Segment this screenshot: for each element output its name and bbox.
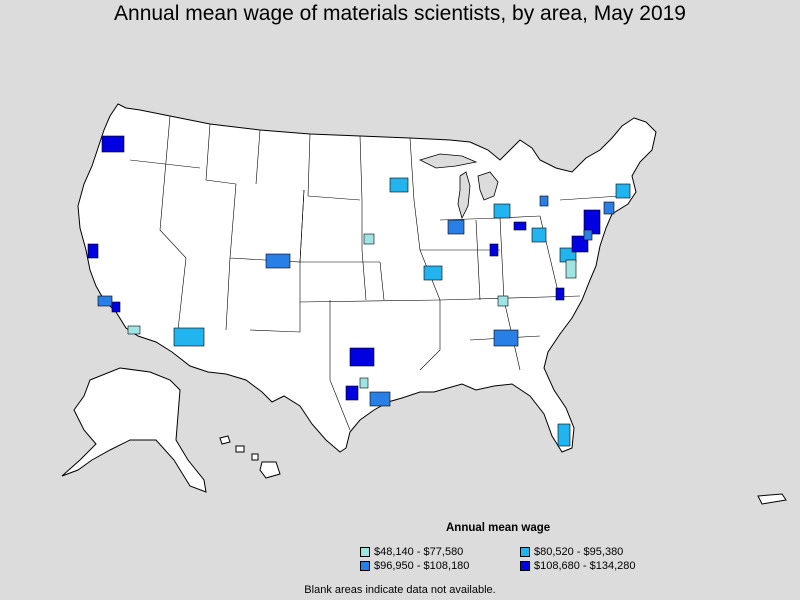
legend: Annual mean wage $48,140 - $77,580 $80,5… [352,518,682,588]
legend-label-tier4: $108,680 - $134,280 [534,560,636,572]
area-sf-bay [87,243,99,259]
area-cleveland [513,221,527,231]
legend-swatch-tier4 [520,561,530,571]
legend-swatch-tier2 [520,547,530,557]
area-chicago [447,219,465,235]
legend-item-tier2: $80,520 - $95,380 [520,546,623,558]
area-austin [345,385,359,401]
legend-label-tier3: $96,950 - $108,180 [374,560,470,572]
legend-label-tier1: $48,140 - $77,580 [374,546,464,558]
lake-huron [477,171,499,201]
area-richmond [565,259,577,279]
area-portland [101,135,125,153]
hawaii [219,435,281,479]
area-ct [603,201,615,215]
legend-item-tier3: $96,950 - $108,180 [360,560,469,572]
area-florida [557,423,571,447]
map-title: Annual mean wage of materials scientists… [114,2,686,25]
area-iowa [363,233,375,245]
area-atlanta [493,329,519,347]
area-denver [265,253,291,269]
legend-swatch-tier3 [360,561,370,571]
data-regions [87,135,631,447]
area-san-diego [127,325,141,335]
area-tx-east [359,377,369,389]
alaska [61,367,207,493]
area-minneapolis [389,177,409,193]
legend-swatch-tier1 [360,547,370,557]
area-raleigh [555,287,565,301]
legend-item-tier4: $108,680 - $134,280 [520,560,636,572]
legend-title: Annual mean wage [446,522,551,534]
puerto-rico [757,493,787,505]
legend-item-tier1: $48,140 - $77,580 [360,546,463,558]
area-phoenix [173,327,205,347]
area-houston [369,391,391,407]
area-boston [615,183,631,199]
area-knoxville [497,295,509,307]
continental-us [77,103,657,453]
footnote: Blank areas indicate data not available. [304,584,496,596]
area-dallas [349,347,375,367]
area-la [97,295,113,307]
area-detroit [493,203,511,219]
lake-michigan [457,171,471,220]
area-riverside [111,301,121,313]
area-buffalo [539,195,549,207]
area-indiana [489,243,499,257]
area-baltimore [583,229,593,241]
legend-label-tier2: $80,520 - $95,380 [534,546,624,558]
area-pittsburgh [531,227,547,243]
lake-superior [418,153,478,169]
area-kansas-city [423,265,443,281]
